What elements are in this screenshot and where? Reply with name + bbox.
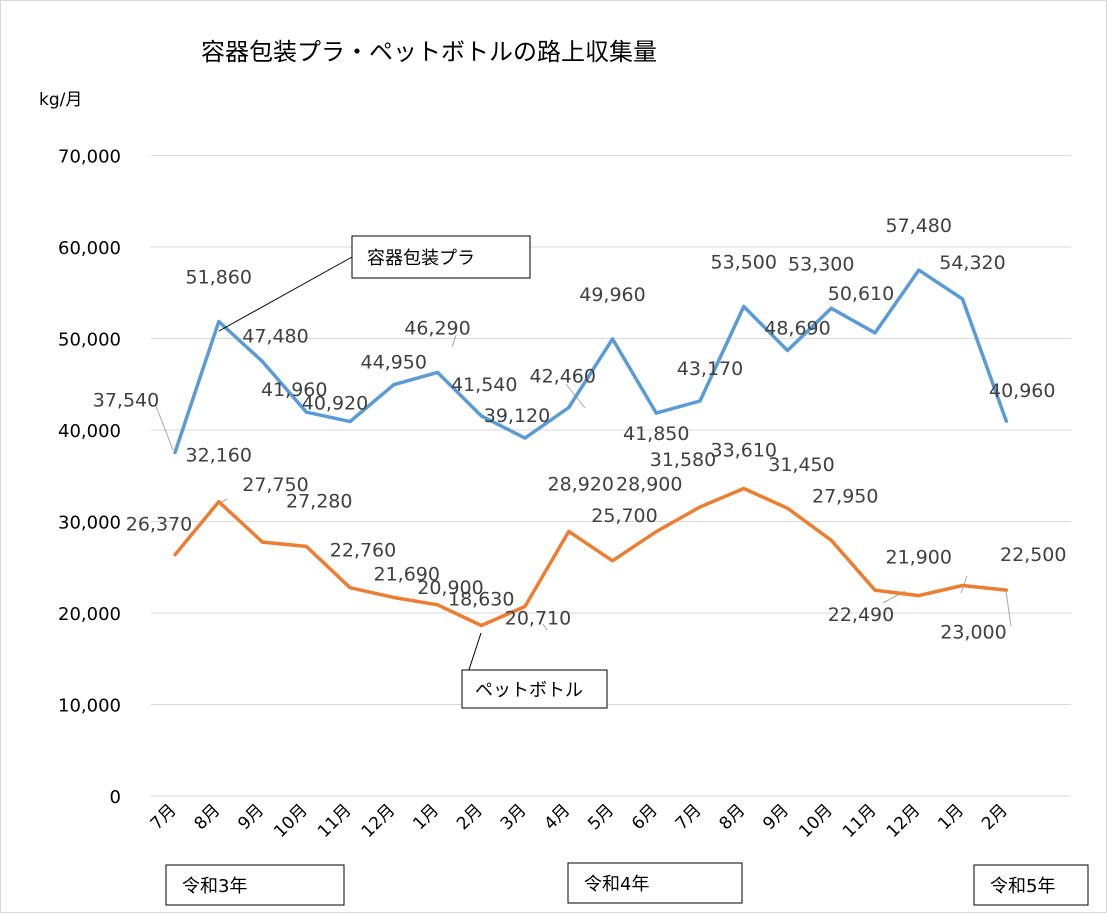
data-label: 18,630 xyxy=(448,589,514,611)
x-axis-ticks: 7月 8月 9月 10月 11月 12月 1月 2月 3月 4月 5月 6月 7月 8月 9月 10月 11月 1… xyxy=(147,800,1012,841)
x-tick-label: 7月 xyxy=(672,800,706,834)
data-label: 48,690 xyxy=(764,317,830,339)
series-line-1 xyxy=(173,486,1009,628)
series-line-0 xyxy=(173,268,1009,455)
x-tick-label: 10月 xyxy=(795,800,836,841)
x-tick-label: 10月 xyxy=(270,800,311,841)
x-tick-label: 12月 xyxy=(358,800,399,841)
data-label: 41,960 xyxy=(261,379,327,401)
data-label: 28,900 xyxy=(616,474,682,496)
data-label: 21,690 xyxy=(374,564,440,586)
label-leader-line xyxy=(451,334,457,348)
x-tick-label: 8月 xyxy=(190,800,224,834)
x-tick-label: 12月 xyxy=(883,800,924,841)
data-label: 31,580 xyxy=(650,449,716,471)
label-leader-line xyxy=(1005,590,1012,627)
y-axis-ticks: 0 10,000 20,000 30,000 40,000 50,000 60,000 70,… xyxy=(58,147,121,809)
x-tick-label: 2月 xyxy=(978,800,1012,834)
x-tick-label: 11月 xyxy=(314,800,355,841)
data-label: 44,950 xyxy=(361,352,427,374)
data-label: 57,480 xyxy=(886,215,952,237)
data-label: 42,460 xyxy=(530,365,596,387)
callout-box-0 xyxy=(351,235,531,279)
y-tick-label: 50,000 xyxy=(58,330,121,351)
data-label: 47,480 xyxy=(242,326,308,348)
series-lines xyxy=(173,268,1009,628)
y-axis-unit: kg/月 xyxy=(39,90,82,110)
data-label: 33,610 xyxy=(711,439,777,461)
data-label: 28,920 xyxy=(548,473,614,495)
era-label: 令和4年 xyxy=(584,874,649,895)
x-tick-label: 3月 xyxy=(497,800,531,834)
y-tick-label: 40,000 xyxy=(58,421,121,442)
label-leader-line xyxy=(542,623,548,631)
x-tick-label: 5月 xyxy=(584,800,618,834)
data-label: 50,610 xyxy=(828,283,894,305)
y-tick-label: 70,000 xyxy=(58,147,121,168)
data-label: 40,920 xyxy=(302,393,368,415)
y-tick-label: 10,000 xyxy=(58,696,121,717)
data-label: 22,500 xyxy=(1000,544,1066,566)
x-tick-label: 8月 xyxy=(715,800,749,834)
x-tick-label: 6月 xyxy=(628,800,662,834)
data-label: 27,750 xyxy=(242,474,308,496)
era-labels: 令和3年 令和4年 令和5年 xyxy=(165,862,1089,906)
y-tick-label: 20,000 xyxy=(58,604,121,625)
data-label: 41,540 xyxy=(451,374,517,396)
x-tick-label: 9月 xyxy=(759,800,793,834)
x-tick-label: 11月 xyxy=(839,800,880,841)
data-label: 39,120 xyxy=(484,405,550,427)
data-label: 20,900 xyxy=(417,577,483,599)
x-tick-label: 4月 xyxy=(540,800,574,834)
callout-box-1 xyxy=(461,669,608,709)
series-name-label: ペットボトル xyxy=(475,680,583,701)
data-label: 20,710 xyxy=(505,608,571,630)
data-label: 22,490 xyxy=(828,604,894,626)
series-name-label: 容器包装プラ xyxy=(367,248,475,269)
era-box xyxy=(973,864,1089,906)
era-box xyxy=(567,862,743,904)
data-label: 51,860 xyxy=(186,266,252,288)
data-label: 40,960 xyxy=(989,380,1055,402)
x-tick-label: 2月 xyxy=(453,800,487,834)
era-label: 令和5年 xyxy=(990,876,1055,897)
data-label: 53,500 xyxy=(711,251,777,273)
era-box xyxy=(165,864,345,906)
data-label: 21,900 xyxy=(886,547,952,569)
data-label: 43,170 xyxy=(677,358,743,380)
x-tick-label: 9月 xyxy=(234,800,268,834)
y-tick-label: 30,000 xyxy=(58,513,121,534)
data-label: 23,000 xyxy=(940,622,1006,644)
data-label: 49,960 xyxy=(579,284,645,306)
chart-title: 容器包装プラ・ペットボトルの路上収集量 xyxy=(201,38,657,66)
data-label: 37,540 xyxy=(93,390,159,412)
data-label: 53,300 xyxy=(788,253,854,275)
era-label: 令和3年 xyxy=(182,876,247,897)
data-label: 32,160 xyxy=(186,445,252,467)
x-tick-label: 1月 xyxy=(934,800,968,834)
data-label: 41,850 xyxy=(623,423,689,445)
data-label: 26,370 xyxy=(126,514,192,536)
data-label: 27,950 xyxy=(812,485,878,507)
x-tick-label: 7月 xyxy=(147,800,181,834)
data-label: 27,280 xyxy=(286,490,352,512)
x-tick-label: 1月 xyxy=(409,800,443,834)
data-label: 25,700 xyxy=(591,505,657,527)
data-label: 22,760 xyxy=(330,540,396,562)
y-tick-label: 0 xyxy=(110,787,121,808)
callout-pointer-0 xyxy=(218,256,353,332)
y-tick-label: 60,000 xyxy=(58,238,121,259)
data-label: 31,450 xyxy=(768,454,834,476)
data-label: 54,320 xyxy=(939,252,1005,274)
label-leader-line xyxy=(155,405,174,451)
data-label: 46,290 xyxy=(404,317,470,339)
